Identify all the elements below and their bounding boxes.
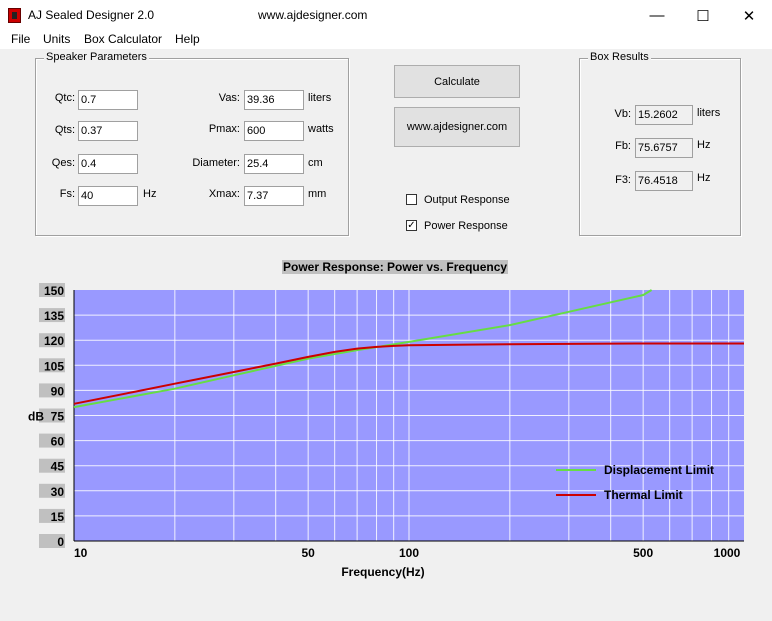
vas-label: Vas:	[218, 92, 240, 104]
qes-input[interactable]	[78, 154, 138, 174]
f3-label: F3:	[615, 174, 631, 186]
menu-file[interactable]: File	[11, 32, 31, 46]
power-response-checkbox[interactable]: ✓	[406, 220, 417, 231]
y-tick-label: 120	[44, 334, 64, 348]
y-tick-bg	[39, 283, 65, 297]
website-button[interactable]: www.ajdesigner.com	[394, 107, 520, 147]
vb-value: 15.2602	[635, 105, 693, 125]
fb-value: 75.6757	[635, 138, 693, 158]
diameter-input[interactable]	[244, 154, 304, 174]
qts-input[interactable]	[78, 121, 138, 141]
y-tick-bg	[39, 308, 65, 323]
y-tick-label: 60	[51, 435, 65, 449]
fb-label: Fb:	[615, 140, 631, 152]
y-tick-label: 90	[51, 384, 65, 398]
menu-help[interactable]: Help	[175, 32, 200, 46]
y-tick-bg	[39, 383, 65, 398]
y-axis-label: dB	[28, 410, 44, 424]
menu-box-calculator[interactable]: Box Calculator	[84, 32, 163, 46]
xmax-unit: mm	[308, 188, 327, 200]
y-tick-label: 75	[51, 410, 65, 424]
y-tick-bg	[39, 408, 65, 423]
vas-unit: liters	[308, 92, 332, 104]
close-icon: ✕	[742, 7, 756, 25]
qtc-input[interactable]	[78, 90, 138, 110]
box-results-group: Box Results	[579, 51, 741, 236]
checkmark-icon: ✓	[407, 220, 416, 231]
fs-unit: Hz	[143, 188, 157, 200]
power-response-chart: 0 15 30 45 60 75 90 105 120 135 150 dB 10 50 100 500 100…	[28, 283, 744, 579]
speaker-parameters-group: Speaker Parameters	[35, 51, 349, 236]
y-tick-label: 15	[51, 510, 65, 524]
y-tick-bg	[39, 433, 65, 448]
legend-label: Thermal Limit	[604, 488, 683, 502]
qes-label: Qes:	[51, 157, 75, 169]
vb-label: Vb:	[614, 108, 631, 120]
y-tick-label: 30	[51, 485, 65, 499]
y-tick-label: 105	[44, 359, 64, 373]
title-bar: AJ Sealed Designer 2.0 www.ajdesigner.co…	[0, 0, 772, 31]
x-tick-label: 50	[301, 546, 315, 560]
minimize-icon: —	[649, 7, 665, 24]
maximize-icon: ☐	[696, 7, 710, 25]
power-response-label: Power Response	[424, 220, 508, 232]
maximize-button[interactable]: ☐	[680, 0, 726, 31]
output-response-checkbox[interactable]	[406, 194, 417, 205]
qtc-label: Qtc:	[54, 92, 75, 104]
xmax-label: Xmax:	[208, 188, 240, 200]
minimize-button[interactable]: —	[634, 0, 680, 31]
f3-value: 76.4518	[635, 171, 693, 191]
f3-unit: Hz	[697, 172, 711, 184]
y-tick-bg	[39, 508, 65, 523]
y-tick-label: 45	[51, 460, 65, 474]
calculate-button[interactable]: Calculate	[394, 65, 520, 98]
diameter-unit: cm	[308, 157, 323, 169]
speaker-parameters-title: Speaker Parameters	[44, 51, 149, 63]
y-tick-bg	[39, 333, 65, 348]
fs-label: Fs:	[59, 188, 75, 200]
app-icon	[8, 8, 21, 23]
pmax-input[interactable]	[244, 121, 304, 141]
menu-units[interactable]: Units	[43, 32, 71, 46]
x-tick-label: 10	[74, 546, 88, 560]
pmax-label: Pmax:	[208, 123, 240, 135]
y-tick-bg	[39, 483, 65, 498]
diameter-label: Diameter:	[192, 157, 240, 169]
title-url: www.ajdesigner.com	[258, 8, 368, 22]
vas-input[interactable]	[244, 90, 304, 110]
fs-input[interactable]	[78, 186, 138, 206]
x-axis-label: Frequency(Hz)	[341, 565, 424, 579]
x-tick-label: 1000	[714, 546, 741, 560]
y-tick-bg	[39, 458, 65, 473]
chart-title: Power Response: Power vs. Frequency	[282, 260, 509, 274]
y-tick-label: 0	[57, 535, 64, 549]
xmax-input[interactable]	[244, 186, 304, 206]
output-response-label: Output Response	[424, 194, 510, 206]
series-line-thermal	[73, 342, 744, 405]
x-tick-label: 100	[399, 546, 419, 560]
vb-unit: liters	[697, 107, 721, 119]
window-title: AJ Sealed Designer 2.0	[28, 8, 155, 22]
y-tick-bg	[39, 358, 65, 373]
legend-label: Displacement Limit	[604, 463, 714, 477]
menu-bar: File Units Box Calculator Help	[0, 31, 772, 49]
qts-label: Qts:	[54, 124, 75, 136]
close-button[interactable]: ✕	[726, 0, 772, 31]
y-tick-bg	[39, 534, 65, 548]
y-tick-label: 150	[44, 284, 64, 298]
box-results-title: Box Results	[588, 51, 651, 63]
x-tick-label: 500	[633, 546, 653, 560]
pmax-unit: watts	[308, 123, 334, 135]
fb-unit: Hz	[697, 139, 711, 151]
y-tick-label: 135	[44, 309, 64, 323]
